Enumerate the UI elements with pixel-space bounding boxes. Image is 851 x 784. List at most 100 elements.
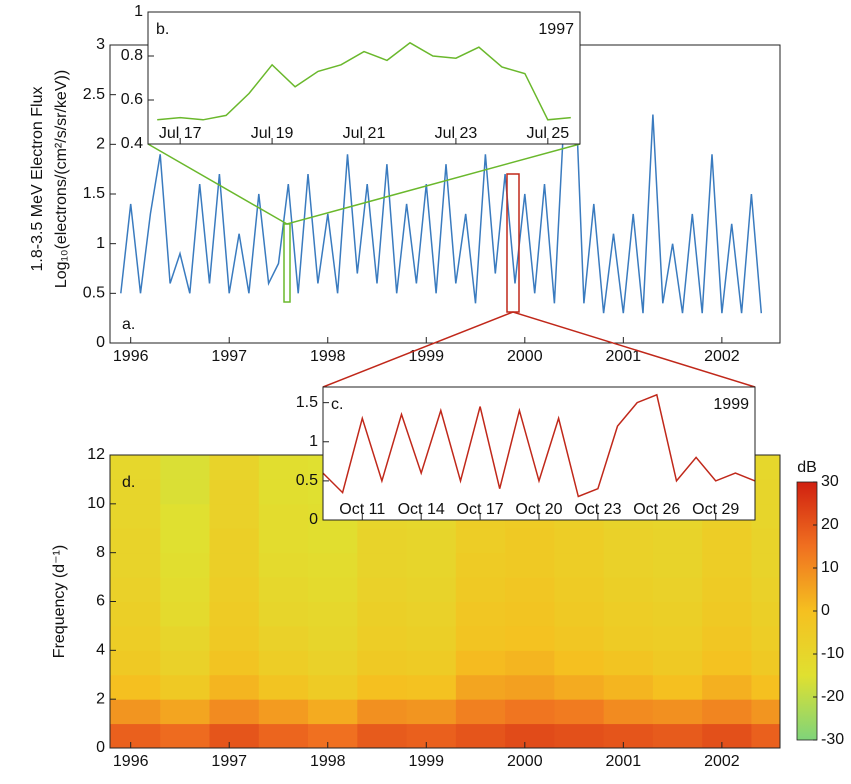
heatmap-cell [652,625,703,651]
heatmap-cell [751,625,781,651]
heatmap-cell [406,723,457,749]
heatmap-cell [160,699,211,725]
heatmap-cell [505,674,555,700]
y-tick-label: 1.5 [83,185,105,202]
heatmap-cell [308,528,358,554]
y-tick-label: 2.5 [83,86,105,103]
heatmap-cell [110,723,161,749]
year-label: 1997 [538,21,574,38]
x-tick-label: 2001 [606,753,642,770]
heatmap-cell [455,699,506,725]
heatmap-cell [357,723,408,749]
heatmap-cell [160,674,211,700]
y-tick-label: 1 [96,235,105,252]
heatmap-cell [209,699,260,725]
heatmap-cell [652,601,703,627]
heatmap-cell [603,674,654,700]
heatmap-cell [702,528,752,554]
x-tick-label: 1999 [408,348,444,365]
heatmap-cell [209,625,260,651]
heatmap-cell [603,699,654,725]
x-tick-label: 1998 [310,753,346,770]
heatmap-cell [652,528,703,554]
heatmap-cell [702,723,752,749]
heatmap-cell [160,577,211,602]
x-tick-label: Jul 23 [435,125,478,142]
heatmap-cell [406,528,457,554]
heatmap-cell [702,577,752,602]
heatmap-cell [652,699,703,725]
heatmap-cell [308,723,358,749]
x-tick-label: Jul 25 [526,125,569,142]
heatmap-cell [357,699,408,725]
heatmap-cell [357,674,408,700]
heatmap-cell [110,650,161,676]
y-tick-label: 3 [96,36,105,53]
heatmap-cell [702,650,752,676]
heatmap-cell [258,552,309,578]
heatmap-cell [603,625,654,651]
heatmap-cell [554,528,605,554]
heatmap-cell [209,479,260,505]
heatmap-cell [554,577,605,602]
y-tick-label: 1.5 [296,394,318,411]
heatmap-cell [455,528,506,554]
heatmap-cell [505,699,555,725]
heatmap-cell [110,528,161,554]
x-tick-label: Jul 17 [159,125,202,142]
heatmap-cell [308,552,358,578]
heatmap-cell [751,723,781,749]
x-tick-label: 1996 [113,348,149,365]
heatmap-cell [110,479,161,505]
y-tick-label: 2 [96,136,105,153]
heatmap-cell [406,674,457,700]
y-tick-label: 0.6 [121,91,143,108]
heatmap-cell [258,650,309,676]
heatmap-cell [209,503,260,529]
heatmap-cell [110,552,161,578]
heatmap-cell [357,601,408,627]
heatmap-cell [455,601,506,627]
heatmap-cell [209,455,260,480]
y-tick-label: 10 [87,495,105,512]
heatmap-cell [160,601,211,627]
x-tick-label: Oct 29 [692,501,739,518]
y-axis-units: Log₁₀(electrons/(cm²/s/sr/keV)) [53,70,70,288]
colorbar-tick-label: 20 [821,516,839,533]
inset-bg [148,12,580,144]
heatmap-cell [554,650,605,676]
heatmap-cell [505,601,555,627]
y-tick-label: 0.4 [121,135,143,152]
heatmap-cell [357,552,408,578]
panel-label: c. [331,396,343,413]
heatmap-cell [652,577,703,602]
heatmap-cell [160,479,211,505]
heatmap-cell [308,674,358,700]
x-tick-label: 1997 [211,348,247,365]
heatmap-cell [603,723,654,749]
heatmap-cell [702,674,752,700]
y-tick-label: 0 [309,511,318,528]
heatmap-cell [505,552,555,578]
y-tick-label: 2 [96,690,105,707]
panel-label: a. [122,316,135,333]
heatmap-cell [455,577,506,602]
heatmap-cell [751,479,781,505]
x-tick-label: Jul 19 [251,125,294,142]
heatmap-cell [603,528,654,554]
heatmap-cell [455,625,506,651]
heatmap-cell [455,650,506,676]
heatmap-cell [406,552,457,578]
heatmap-cell [455,552,506,578]
inset-bg [323,387,755,520]
heatmap-cell [751,699,781,725]
y-tick-label: 8 [96,544,105,561]
heatmap-cell [702,699,752,725]
heatmap-cell [751,455,781,480]
heatmap-cell [110,625,161,651]
zoom-box [506,173,520,313]
heatmap-cell [110,601,161,627]
y-tick-label: 1 [134,3,143,20]
zoom-lines [322,311,756,388]
heatmap-cell [751,552,781,578]
